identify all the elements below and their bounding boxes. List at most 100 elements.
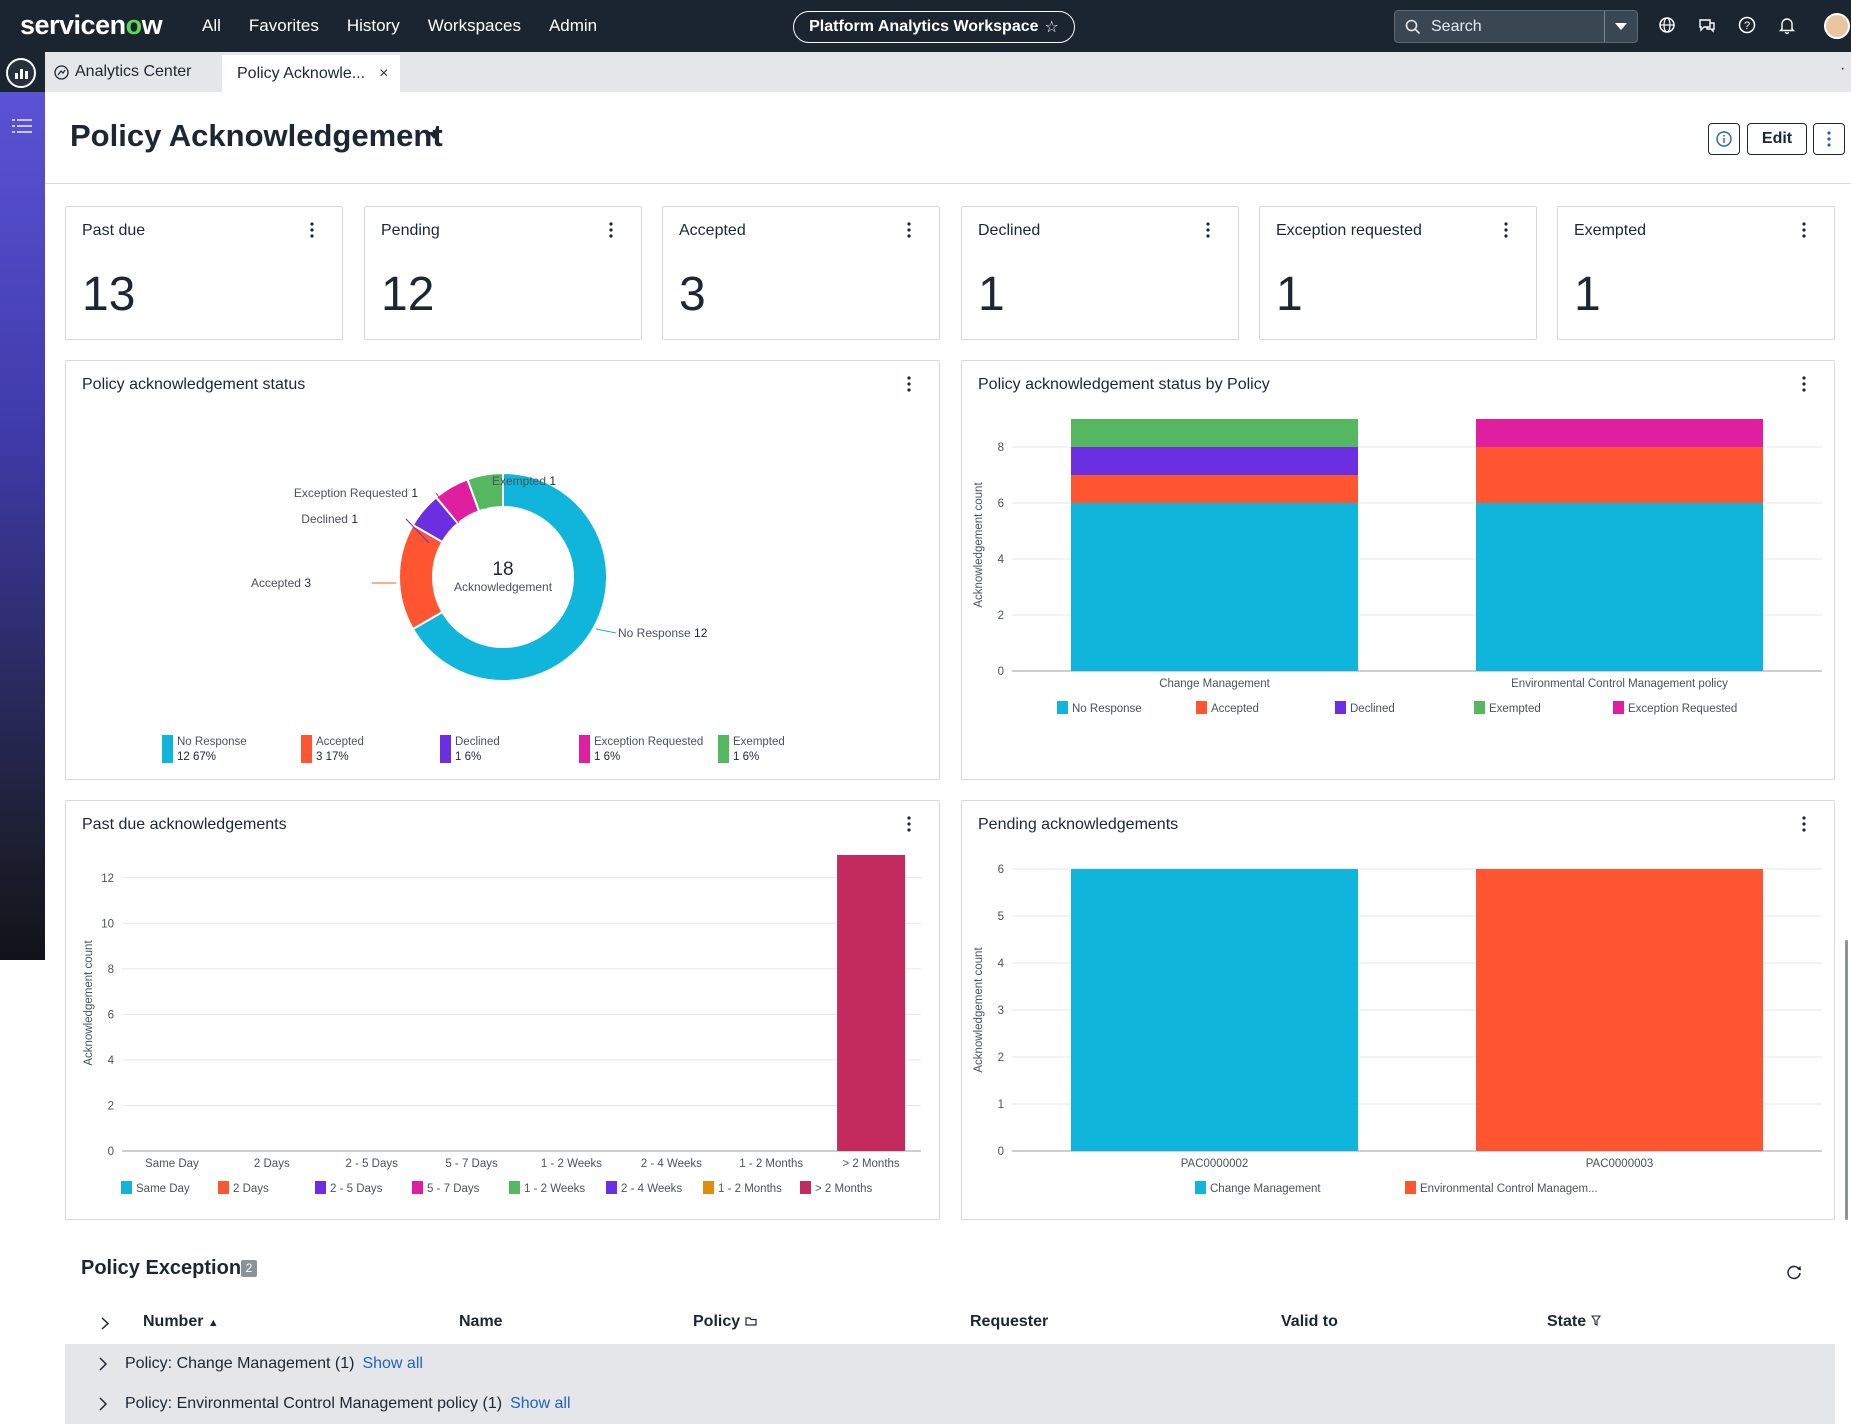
card-menu-icon[interactable] [609, 221, 613, 239]
card-menu-icon[interactable] [1802, 815, 1806, 833]
nav-links: All Favorites History Workspaces Admin [202, 0, 625, 52]
donut-slice-label: Exception Requested 1 [294, 486, 418, 500]
kpi-card-exempted[interactable]: Exempted 1 [1557, 206, 1835, 340]
legend-swatch [509, 1181, 520, 1194]
x-tick-label: > 2 Months [842, 1158, 899, 1170]
kpi-card-exception-requested[interactable]: Exception requested 1 [1259, 206, 1537, 340]
legend-swatch [412, 1181, 423, 1194]
servicenow-logo[interactable]: servicenow [20, 10, 163, 40]
nav-all[interactable]: All [202, 16, 221, 35]
card-menu-icon[interactable] [1802, 375, 1806, 393]
bell-icon[interactable] [1776, 14, 1798, 36]
user-avatar[interactable] [1824, 13, 1850, 39]
pending-bar-chart[interactable]: 0 1 2 3 4 5 6 Acknowledgement count PAC0000002 PA… [962, 841, 1834, 1219]
y-tick-label: 3 [998, 1005, 1004, 1017]
card-menu-icon[interactable] [1802, 221, 1806, 239]
filter-icon[interactable] [1590, 1315, 1601, 1326]
kebab-icon [1827, 131, 1831, 147]
legend-label: Exception Requested [594, 736, 703, 748]
card-menu-icon[interactable] [1504, 221, 1508, 239]
column-number[interactable]: Number ▲ [143, 1313, 219, 1331]
y-tick-label: 4 [998, 958, 1005, 970]
kpi-card-accepted[interactable]: Accepted 3 [662, 206, 940, 340]
donut-chart[interactable]: No Response 12 Accepted 3 Declined 1 Except… [66, 401, 939, 779]
x-tick-label: Same Day [145, 1158, 199, 1170]
card-menu-icon[interactable] [907, 221, 911, 239]
legend-value: 1 6% [594, 751, 620, 763]
y-tick-label: 0 [998, 666, 1004, 678]
tab-policy-acknowledgement[interactable]: Policy Acknowle... × [222, 55, 400, 92]
title-dropdown-icon[interactable] [428, 132, 440, 139]
page-scrollbar[interactable] [1845, 940, 1848, 1220]
search-scope-dropdown[interactable] [1604, 11, 1637, 42]
column-policy[interactable]: Policy [693, 1313, 757, 1331]
chevron-right-icon[interactable] [99, 1397, 109, 1411]
list-icon[interactable] [12, 118, 32, 134]
info-button[interactable] [1708, 123, 1740, 155]
past-due-bar-chart[interactable]: 0 2 4 6 8 10 12 Acknowledgement count Same Day 2 … [66, 841, 939, 1219]
sort-asc-icon[interactable]: ▲ [207, 1317, 219, 1329]
kpi-value: 1 [978, 268, 1005, 321]
donut-slice-label: Declined 1 [301, 512, 358, 526]
refresh-icon[interactable] [1784, 1262, 1804, 1282]
nav-history[interactable]: History [346, 16, 400, 35]
x-tick-label: Change Management [1159, 678, 1270, 690]
chevron-right-icon[interactable] [99, 1357, 109, 1371]
legend-swatch [301, 735, 312, 763]
donut-leader-line [435, 492, 460, 524]
show-all-link[interactable]: Show all [510, 1395, 571, 1412]
y-tick-label: 10 [101, 918, 114, 930]
kpi-card-declined[interactable]: Declined 1 [961, 206, 1239, 340]
tab-overflow-icon[interactable]: · [1840, 60, 1846, 77]
star-icon[interactable]: ☆ [1044, 19, 1059, 36]
card-menu-icon[interactable] [1206, 221, 1210, 239]
nav-workspaces[interactable]: Workspaces [427, 16, 521, 35]
column-state[interactable]: State [1547, 1313, 1601, 1331]
column-state-label: State [1547, 1313, 1587, 1330]
stacked-bar-segment [1476, 447, 1763, 503]
help-icon[interactable]: ? [1736, 14, 1758, 36]
legend-swatch [1474, 701, 1485, 714]
kpi-label: Exempted [1574, 222, 1647, 239]
kpi-card-past-due[interactable]: Past due 13 [65, 206, 343, 340]
donut-chart-card: Policy acknowledgement status No Respons… [65, 360, 940, 780]
show-all-link[interactable]: Show all [362, 1355, 423, 1372]
legend-swatch [703, 1181, 714, 1194]
y-tick-label: 4 [108, 1055, 115, 1067]
bar [1476, 869, 1763, 1151]
chevron-down-icon [1615, 22, 1627, 30]
chart-title: Pending acknowledgements [978, 816, 1179, 833]
stacked-bar-segment [1071, 447, 1358, 475]
legend-swatch [1613, 701, 1624, 714]
column-valid-to[interactable]: Valid to [1281, 1313, 1338, 1330]
group-row[interactable]: Policy: Change Management (1) Show all [65, 1344, 1835, 1384]
legend-label: Accepted [1211, 703, 1259, 715]
stacked-bar-chart[interactable]: 0 2 4 6 8 Acknowledgement count Change Managem… [962, 401, 1834, 779]
workspace-home[interactable] [0, 52, 45, 92]
nav-admin[interactable]: Admin [548, 16, 598, 35]
nav-favorites[interactable]: Favorites [248, 16, 319, 35]
x-tick-label: 1 - 2 Weeks [541, 1158, 602, 1170]
tab-analytics-center[interactable]: Analytics Center [54, 52, 192, 92]
y-tick-label: 2 [998, 1052, 1004, 1064]
workspace-pill[interactable]: Platform Analytics Workspace ☆ [793, 11, 1075, 43]
donut-leader-line [595, 628, 617, 634]
column-name[interactable]: Name [459, 1313, 503, 1330]
global-search[interactable]: Search [1394, 10, 1638, 43]
card-menu-icon[interactable] [907, 815, 911, 833]
chat-icon[interactable] [1696, 14, 1718, 36]
search-input[interactable]: Search [1431, 17, 1482, 35]
x-tick-label: 5 - 7 Days [445, 1158, 498, 1170]
edit-button[interactable]: Edit [1747, 123, 1807, 155]
group-row[interactable]: Policy: Environmental Control Management… [65, 1384, 1835, 1424]
more-options-button[interactable] [1813, 123, 1845, 155]
column-number-label: Number [143, 1313, 204, 1330]
close-tab-icon[interactable]: × [379, 64, 389, 82]
kpi-card-pending[interactable]: Pending 12 [364, 206, 642, 340]
globe-icon[interactable] [1656, 14, 1678, 36]
card-menu-icon[interactable] [907, 375, 911, 393]
expand-all-icon[interactable] [101, 1317, 110, 1330]
group-label-text: Policy: Environmental Control Management… [125, 1395, 503, 1412]
card-menu-icon[interactable] [310, 221, 314, 239]
column-requester[interactable]: Requester [970, 1313, 1049, 1330]
